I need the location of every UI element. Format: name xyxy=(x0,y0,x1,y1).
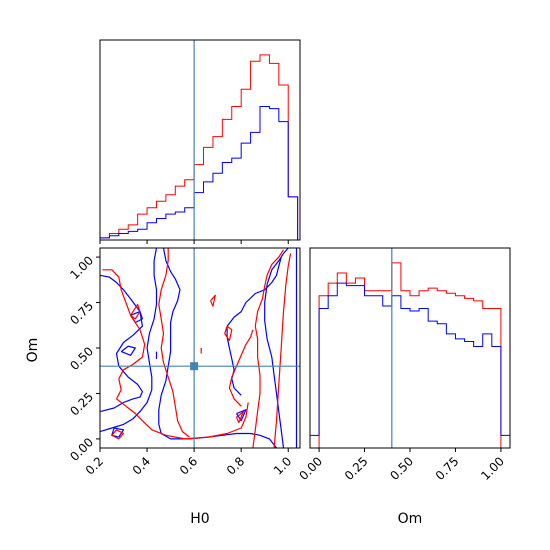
contour-y-tick-label-4: 1.00 xyxy=(67,253,96,282)
contour-line-red-11 xyxy=(102,269,146,400)
contour-line-red-17 xyxy=(224,325,233,342)
contour-x-tick-label-1: 0.4 xyxy=(130,454,153,477)
contour-line-red-18 xyxy=(111,429,125,440)
contour-line-blue-0 xyxy=(100,274,143,413)
contour-panel: 0.2 0.4 0.6 0.8 1.00.000.250.500.751.00 xyxy=(67,247,301,478)
h0-histogram-series-0 xyxy=(99,54,299,240)
contour-line-red-19 xyxy=(130,303,141,320)
om-hist-x-tick-label-4: 1.00 xyxy=(478,454,507,483)
om-hist-x-tick-label-1: 0.25 xyxy=(342,454,371,483)
om-hist-frame xyxy=(309,247,511,449)
contour-x-tick-label-0: 0.2 xyxy=(83,454,106,477)
om-histogram-series-0 xyxy=(310,262,510,449)
om-histogram-series-1 xyxy=(309,282,511,448)
contour-truth-point xyxy=(190,362,199,371)
contour-line-blue-4 xyxy=(226,256,282,396)
contour-line-red-20 xyxy=(210,294,216,307)
contour-line-red-22 xyxy=(235,411,245,424)
contour-frame xyxy=(99,247,301,449)
contour-line-blue-10 xyxy=(235,409,247,422)
x-axis-label-om: Om xyxy=(398,511,423,527)
contour-x-tick-label-2: 0.6 xyxy=(177,454,200,477)
om-hist-x-tick-label-0: 0.00 xyxy=(296,454,325,483)
contour-line-red-14 xyxy=(252,249,285,448)
contour-y-tick-label-3: 0.75 xyxy=(67,299,96,328)
contour-line-blue-1 xyxy=(100,248,158,433)
contour-y-tick-label-1: 0.25 xyxy=(67,390,96,419)
contour-line-blue-6 xyxy=(120,345,136,356)
y-axis-label-om: Om xyxy=(25,338,41,363)
contour-x-tick-label-3: 0.8 xyxy=(224,454,247,477)
om-hist-x-tick-label-2: 0.50 xyxy=(387,454,416,483)
hist-h0-panel xyxy=(99,39,301,244)
h0-hist-frame xyxy=(99,39,301,241)
contour-line-red-15 xyxy=(273,253,292,448)
contour-line-red-13 xyxy=(158,248,190,438)
om-hist-x-tick-label-3: 0.75 xyxy=(433,454,462,483)
contour-line-blue-3 xyxy=(264,248,289,448)
h0-histogram-series-1 xyxy=(99,105,299,240)
contour-lines xyxy=(100,248,298,448)
contour-line-red-12 xyxy=(116,398,249,440)
x-axis-label-h0: H0 xyxy=(190,511,209,527)
contour-line-blue-2 xyxy=(158,248,277,448)
axis-labels: H0 Om Om xyxy=(25,338,422,527)
contour-x-tick-label-4: 1.0 xyxy=(271,454,294,477)
contour-y-tick-label-2: 0.50 xyxy=(67,344,96,373)
hist-om-panel: 0.00 0.25 0.50 0.75 1.00 xyxy=(296,247,511,483)
